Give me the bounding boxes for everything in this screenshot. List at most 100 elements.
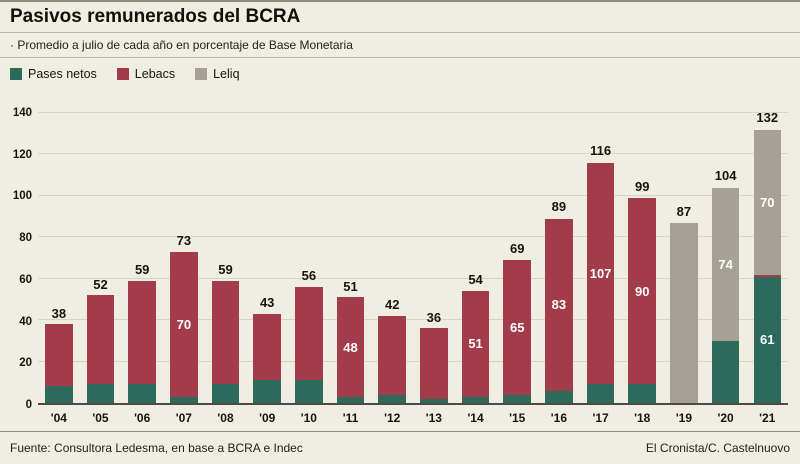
legend-swatch-leliq [195, 68, 208, 80]
bar-segment-pases-netos: 61 [753, 276, 782, 403]
bar-segment-pases-netos [503, 394, 531, 403]
bar-segment-pases-netos [128, 384, 156, 403]
plot-area: 38 52 59 70 73 59 43 56 48 51 42 36 51 54 65 69 83 89 107 1… [38, 110, 788, 405]
bar-segment-pases-netos [211, 384, 240, 403]
x-axis-label: '21 [759, 411, 776, 425]
bar-column-10: 56 [288, 113, 330, 403]
x-axis-label: '06 [134, 411, 151, 425]
bar-total-label: 73 [176, 232, 192, 248]
bar-total-label: 52 [93, 276, 108, 292]
legend-label-lebacs: Lebacs [134, 67, 176, 81]
x-axis-label: '12 [384, 411, 401, 425]
bar-segment-pases-netos [545, 390, 573, 403]
bar-total-label: 43 [259, 295, 275, 311]
bar-total-label: 104 [714, 168, 737, 184]
legend-item-pases: Pases netos [10, 67, 97, 81]
x-axis-label: '20 [717, 411, 734, 425]
x-axis-label: '07 [175, 411, 192, 425]
bar-segment-lebacs: 90 [628, 197, 656, 385]
y-axis-label: 40 [19, 315, 32, 328]
bar-total-label: 116 [590, 143, 612, 159]
header: Pasivos remunerados del BCRA [0, 2, 800, 33]
bar-total-label: 87 [676, 203, 692, 219]
x-axis-label: '04 [50, 411, 67, 425]
stacked-bar [211, 280, 240, 403]
bar-segment-lebacs [378, 316, 406, 395]
bar-column-06: 59 [121, 113, 163, 403]
stacked-bar: 70 [170, 251, 198, 403]
gridline [38, 360, 788, 362]
bar-segment-pases-netos [45, 386, 73, 403]
gridline [38, 319, 788, 321]
y-axis-label: 80 [19, 232, 32, 245]
bar-segment-lebacs: 65 [503, 260, 531, 395]
y-axis-label: 120 [12, 148, 32, 161]
bar-segment-lebacs [86, 295, 115, 385]
bar-segment-lebacs [295, 287, 323, 381]
bar-column-17: 107 116 [580, 113, 622, 403]
bar-total-label: 42 [384, 297, 400, 313]
bar-total-label: 99 [635, 178, 650, 194]
bar-segment-pases-netos [420, 398, 448, 403]
stacked-bar [253, 313, 281, 403]
bar-total-label: 132 [756, 109, 779, 125]
bar-segment-pases-netos [86, 384, 115, 403]
bar-total-label: 38 [51, 305, 67, 321]
bar-segment-lebacs [253, 313, 281, 381]
subtitle-row: · Promedio a julio de cada año en porcen… [0, 33, 800, 58]
stacked-bar: 48 [336, 297, 365, 403]
bar-column-14: 51 54 [455, 113, 497, 403]
x-axis-label: '10 [300, 411, 317, 425]
stacked-bar [295, 287, 323, 403]
stacked-bar: 83 [545, 218, 573, 403]
bar-segment-pases-netos [170, 396, 198, 403]
gridline [38, 236, 788, 238]
x-axis-label: '15 [509, 411, 526, 425]
x-axis-label: '09 [259, 411, 276, 425]
bar-segment-leliq: 70 [753, 129, 782, 275]
bar-segment-leliq: 74 [711, 187, 740, 341]
bar-segment-lebacs [211, 280, 240, 385]
x-axis-label: '14 [467, 411, 484, 425]
bar-column-20: 74 104 [705, 113, 747, 403]
stacked-bar [128, 280, 156, 403]
bar-total-label: 56 [301, 268, 317, 284]
bar-column-11: 48 51 [330, 113, 372, 403]
bar-segment-leliq [670, 222, 698, 403]
x-axis: '04 '05 '06 '07 '08 '09 '10 '11 '12 '13 '14 '15 '16 '… [0, 405, 800, 431]
bar-segment-lebacs: 48 [336, 297, 365, 397]
legend-item-lebacs: Lebacs [116, 67, 176, 81]
legend-swatch-pases [10, 68, 22, 80]
stacked-bar: 65 [503, 260, 531, 403]
source-text: Fuente: Consultora Ledesma, en base a BC… [10, 441, 303, 455]
legend-item-leliq: Leliq [195, 67, 240, 81]
stacked-bar [378, 316, 406, 403]
y-axis-label: 0 [25, 399, 32, 411]
bar-segment-pases-netos [628, 384, 656, 403]
y-axis-label: 100 [12, 190, 32, 203]
bar-segment-pases-netos [461, 396, 490, 403]
bar-total-label: 69 [509, 241, 525, 257]
stacked-bar [420, 328, 448, 403]
bar-column-12: 42 [371, 113, 413, 403]
stacked-bar [670, 222, 698, 403]
legend: Pases netos Lebacs Leliq [0, 58, 800, 90]
bar-column-15: 65 69 [496, 113, 538, 403]
page-title: Pasivos remunerados del BCRA [10, 6, 301, 27]
stacked-bar: 90 [628, 197, 656, 403]
x-axis-label: '05 [92, 411, 109, 425]
bar-total-label: 59 [134, 261, 150, 277]
bar-segment-pases-netos [253, 380, 281, 403]
bar-column-05: 52 [80, 113, 122, 403]
credit-text: El Cronista/C. Castelnuovo [645, 441, 790, 455]
chart-area: 38 52 59 70 73 59 43 56 48 51 42 36 51 54 65 69 83 89 107 1… [0, 90, 800, 411]
bar-segment-lebacs [753, 274, 782, 277]
bar-segment-pases-netos [711, 340, 740, 403]
bar-total-label: 59 [218, 261, 233, 277]
bar-total-label: 54 [468, 272, 483, 288]
bar-column-19: 87 [663, 113, 705, 403]
x-axis-label: '18 [634, 411, 651, 425]
y-axis-label: 60 [19, 273, 32, 286]
bar-segment-lebacs: 70 [170, 251, 198, 397]
legend-label-pases: Pases netos [28, 67, 97, 81]
